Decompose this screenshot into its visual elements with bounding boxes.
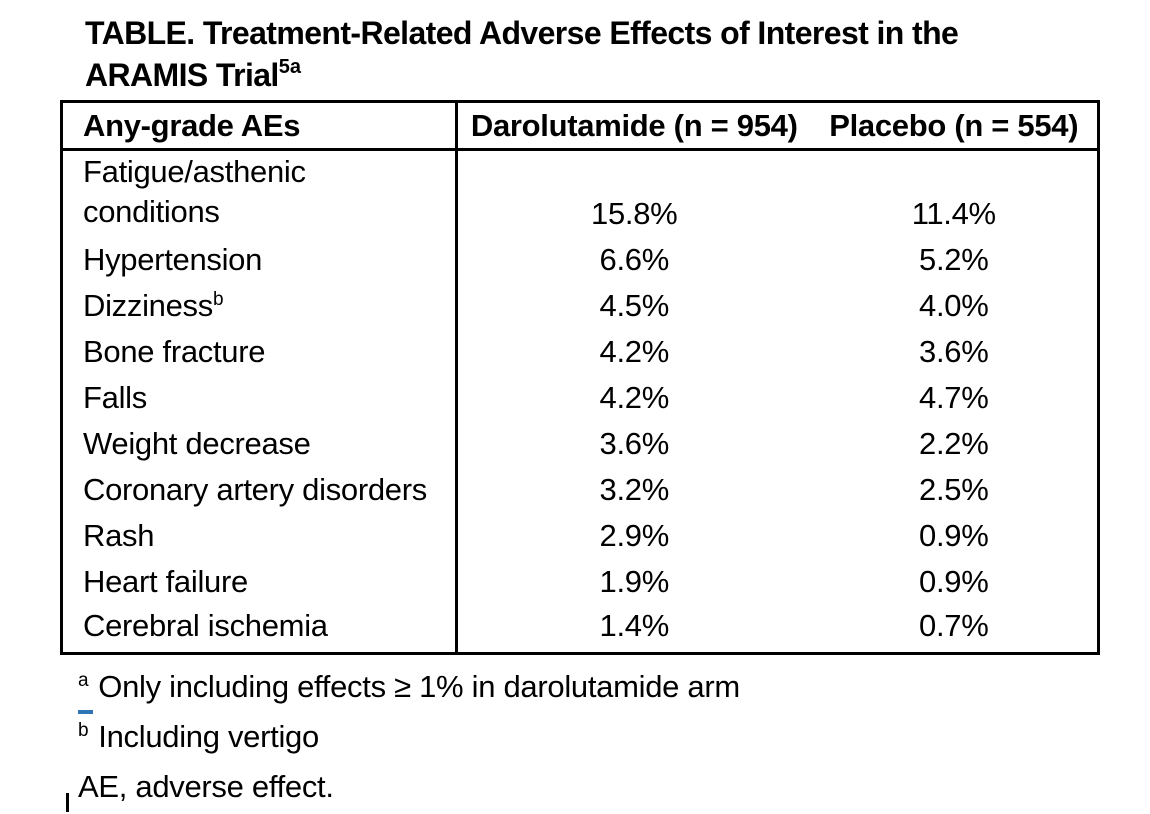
footnotes: a Only including effects ≥ 1% in daroluta… <box>78 664 740 814</box>
placebo-value-cell: 4.0% <box>919 287 989 323</box>
table-row-cerebral-ischemia: Cerebral ischemia 1.4% 0.7% <box>61 607 1099 654</box>
placebo-value-cell: 4.7% <box>919 379 989 415</box>
table-header: Any-grade AEs Darolutamide (n = 954) Pla… <box>61 101 1099 151</box>
table-header-row: Any-grade AEs Darolutamide (n = 954) Pla… <box>61 101 1099 151</box>
placebo-value-cell: 0.9% <box>919 563 989 599</box>
ae-label-cell: Hypertension <box>61 239 458 286</box>
header-darolutamide: Darolutamide (n = 954) <box>456 101 811 151</box>
table-body: Fatigue/asthenic conditions 15.8% 11.4% … <box>61 149 1099 654</box>
table-row-bone-fracture: Bone fracture 4.2% 3.6% <box>61 331 1099 378</box>
placebo-value-cell: 0.7% <box>919 608 989 643</box>
darolutamide-value-cell: 6.6% <box>599 241 670 277</box>
page-title-line1: TABLE. Treatment-Related Adverse Effects… <box>85 15 959 51</box>
ae-label-cell: Heart failure <box>61 561 458 608</box>
table-row-weight-decrease: Weight decrease 3.6% 2.2% <box>61 423 1099 470</box>
text-cursor-mark <box>66 793 69 812</box>
ae-label-cell: Rash <box>61 515 458 562</box>
footnote-b: b Including vertigo <box>78 714 740 764</box>
darolutamide-value-cell: 1.9% <box>599 563 670 599</box>
ae-label-line2: conditions <box>83 193 220 229</box>
placebo-value-cell: 11.4% <box>911 195 996 231</box>
ae-label-cell: Falls <box>61 377 458 424</box>
darolutamide-value-cell: 4.2% <box>599 333 670 369</box>
page-title: TABLE. Treatment-Related Adverse Effects… <box>85 12 959 101</box>
table-row-heart-failure: Heart failure 1.9% 0.9% <box>61 561 1099 608</box>
table-row-hypertension: Hypertension 6.6% 5.2% <box>61 239 1099 286</box>
table-row-dizziness: Dizzinessb 4.5% 4.0% <box>61 285 1099 332</box>
darolutamide-value-cell: 3.6% <box>599 425 670 461</box>
darolutamide-value-cell: 3.2% <box>599 471 670 507</box>
table-row-fatigue: Fatigue/asthenic conditions 15.8% 11.4% <box>61 149 1099 240</box>
ae-label-text: Dizziness <box>83 287 213 323</box>
header-any-grade-aes: Any-grade AEs <box>61 101 458 151</box>
title-reference-superscript: 5a <box>278 56 301 78</box>
placebo-value-cell: 3.6% <box>919 333 989 369</box>
header-placebo: Placebo (n = 554) <box>810 101 1099 151</box>
ae-label-cell: Bone fracture <box>61 331 458 378</box>
ae-label-line1: Fatigue/asthenic <box>83 153 306 189</box>
ae-label-cell: Fatigue/asthenic conditions <box>61 149 458 240</box>
page-title-line2: ARAMIS Trial5a <box>85 54 958 101</box>
table-row-falls: Falls 4.2% 4.7% <box>61 377 1099 424</box>
footnote-abbreviation-text: AE, adverse effect. <box>78 769 334 804</box>
ae-label-cell: Coronary artery disorders <box>61 469 458 516</box>
footnote-a: a Only including effects ≥ 1% in daroluta… <box>78 664 740 714</box>
darolutamide-value-cell: 15.8% <box>591 195 678 231</box>
ae-label-cell: Cerebral ischemia <box>61 607 458 654</box>
footnote-a-text: Only including effects ≥ 1% in darolutam… <box>98 669 740 704</box>
ae-label-cell: Weight decrease <box>61 423 458 470</box>
darolutamide-value-cell: 1.4% <box>599 608 670 643</box>
footnote-b-text: Including vertigo <box>98 719 319 754</box>
page-title-line2-text: ARAMIS Trial <box>85 57 279 93</box>
darolutamide-value-cell: 4.2% <box>599 379 670 415</box>
placebo-value-cell: 5.2% <box>919 241 989 277</box>
proofing-double-underline-mark <box>78 710 93 714</box>
footnote-a-superscript: a <box>78 670 89 691</box>
footnote-b-superscript: b <box>212 288 224 310</box>
darolutamide-value-cell: 4.5% <box>599 287 670 323</box>
ae-label-cell: Dizzinessb <box>61 285 458 332</box>
placebo-value-cell: 0.9% <box>919 517 989 553</box>
table-row-coronary-artery-disorders: Coronary artery disorders 3.2% 2.5% <box>61 469 1099 516</box>
darolutamide-value-cell: 2.9% <box>599 517 670 553</box>
adverse-effects-table: Any-grade AEs Darolutamide (n = 954) Pla… <box>60 100 1100 655</box>
placebo-value-cell: 2.2% <box>919 425 989 461</box>
table-row-rash: Rash 2.9% 0.9% <box>61 515 1099 562</box>
footnote-abbreviation: AE, adverse effect. <box>78 764 740 814</box>
placebo-value-cell: 2.5% <box>919 471 989 507</box>
footnote-b-superscript: b <box>78 720 89 741</box>
